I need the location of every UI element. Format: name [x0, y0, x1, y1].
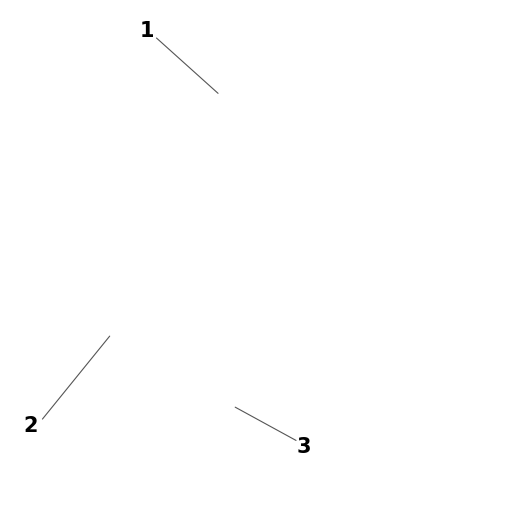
Text: 1: 1: [140, 21, 154, 41]
Text: 3: 3: [296, 437, 311, 457]
Text: 2: 2: [24, 416, 38, 436]
